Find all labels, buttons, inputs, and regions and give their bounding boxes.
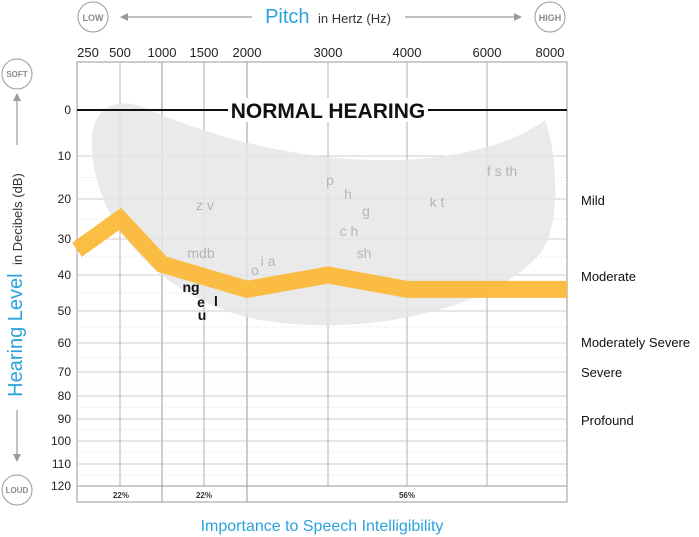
level-tick-label: 10 [58, 149, 72, 163]
speech-letter-g: g [362, 203, 370, 219]
level-tick-label: 30 [58, 232, 72, 246]
pitch-tick-label: 1000 [148, 45, 177, 60]
speech-letter-kt: k t [430, 194, 445, 210]
pitch-tick-labels: 250 500 1000 1500 2000 3000 4000 6000 8000 [77, 45, 564, 60]
low-label: LOW [83, 13, 104, 23]
pitch-tick-label: 8000 [536, 45, 565, 60]
degree-moderately-severe: Moderately Severe [581, 335, 690, 350]
level-tick-label: 40 [58, 268, 72, 282]
level-tick-labels: 0 10 20 30 40 50 60 70 80 90 100 110 120 [51, 103, 71, 493]
soft-label: SOFT [6, 70, 27, 79]
pitch-tick-label: 250 [77, 45, 99, 60]
degree-moderate: Moderate [581, 269, 636, 284]
level-tick-label: 0 [64, 103, 71, 117]
level-title-sub: in Decibels (dB) [10, 173, 25, 265]
pitch-tick-label: 1500 [190, 45, 219, 60]
level-tick-label: 50 [58, 304, 72, 318]
importance-value-3: 56% [399, 491, 415, 500]
pitch-header: LOW Pitch in Hertz (Hz) HIGH [77, 1, 566, 33]
level-tick-label: 60 [58, 336, 72, 350]
level-tick-label: 120 [51, 479, 71, 493]
level-header: SOFT Hearing Level in Decibels (dB) LOUD [1, 58, 33, 506]
loud-badge [1, 474, 33, 506]
low-arrow-head [120, 13, 128, 21]
level-tick-label: 90 [58, 412, 72, 426]
importance-value-1: 22% [113, 491, 129, 500]
speech-letter-sh: sh [357, 245, 372, 261]
high-arrow-head [514, 13, 522, 21]
speech-letter-mdb: mdb [187, 245, 214, 261]
speech-letter-fsth: f s th [487, 163, 517, 179]
speech-letter-ch: c h [340, 223, 359, 239]
pitch-tick-label: 2000 [233, 45, 262, 60]
importance-label: Importance to Speech Intelligibility [201, 518, 444, 535]
level-title-main: Hearing Level [5, 273, 27, 396]
level-title: Hearing Level in Decibels (dB) [5, 173, 27, 397]
speech-letter-zv: z v [196, 197, 214, 213]
pitch-title-sub: in Hertz (Hz) [318, 11, 391, 26]
high-label: HIGH [539, 13, 562, 23]
soft-badge [1, 58, 33, 90]
pitch-title-main: Pitch [265, 6, 309, 28]
normal-hearing-bg [228, 98, 428, 122]
hearing-loss-line [72, 207, 567, 299]
pitch-tick-label: 4000 [393, 45, 422, 60]
pitch-title: Pitch in Hertz (Hz) [265, 6, 391, 28]
speech-letter-l: l [214, 293, 218, 309]
speech-letter-ng: ng [182, 279, 199, 295]
degree-labels: Mild Moderate Moderately Severe Severe P… [581, 193, 690, 428]
importance-value-2: 22% [196, 491, 212, 500]
low-badge [77, 1, 109, 33]
degree-profound: Profound [581, 413, 634, 428]
degree-severe: Severe [581, 365, 622, 380]
speech-letter-h: h [344, 186, 352, 202]
speech-letter-u: u [198, 307, 207, 323]
speech-letter-ia: i a [261, 253, 276, 269]
level-tick-label: 100 [51, 434, 71, 448]
speech-letters-dark: ng e l u [182, 279, 218, 323]
pitch-tick-label: 500 [109, 45, 131, 60]
speech-letter-o: o [251, 262, 259, 278]
pitch-tick-label: 3000 [314, 45, 343, 60]
level-tick-label: 80 [58, 389, 72, 403]
pitch-tick-label: 6000 [473, 45, 502, 60]
degree-mild: Mild [581, 193, 605, 208]
speech-letter-p: p [326, 172, 334, 188]
level-tick-label: 20 [58, 192, 72, 206]
speech-letter-e: e [197, 294, 205, 310]
soft-arrow-head [13, 93, 21, 101]
high-badge [534, 1, 566, 33]
loud-arrow-head [13, 454, 21, 462]
level-tick-label: 70 [58, 365, 72, 379]
normal-hearing-title: NORMAL HEARING [231, 100, 425, 123]
loud-label: LOUD [6, 486, 29, 495]
level-tick-label: 110 [52, 457, 71, 471]
